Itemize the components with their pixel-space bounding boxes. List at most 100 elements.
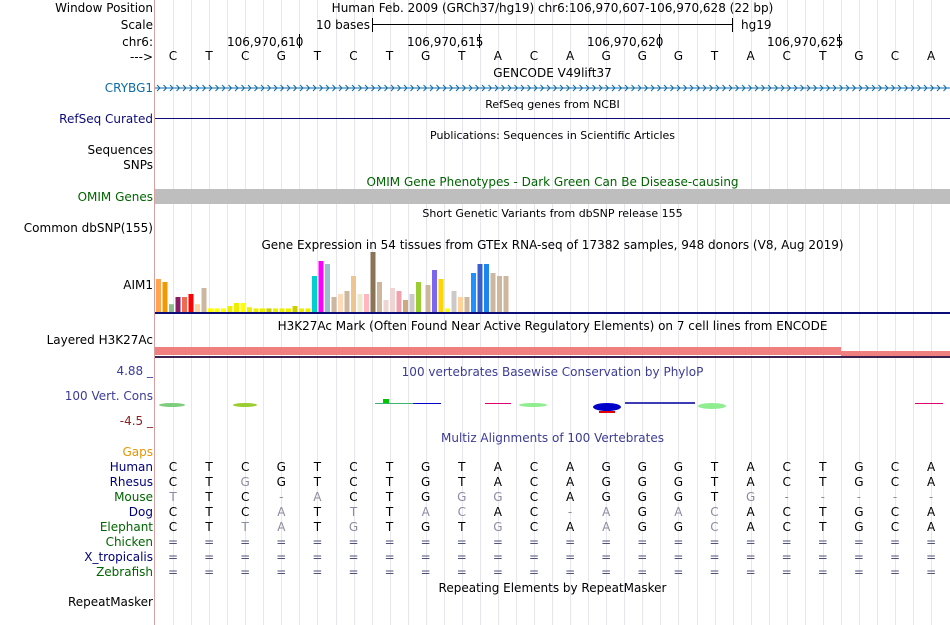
gtex-expression-chart[interactable] (155, 252, 950, 316)
species-label-chicken[interactable]: Chicken (105, 535, 153, 549)
strand-arrow (858, 84, 863, 92)
gtex-bar[interactable] (364, 294, 369, 312)
gtex-bar[interactable] (266, 308, 272, 312)
gene-label-crybg1[interactable]: CRYBG1 (104, 81, 153, 95)
gtex-bar[interactable] (156, 279, 161, 312)
gtex-bar[interactable] (325, 264, 330, 312)
gtex-bar[interactable] (162, 282, 168, 312)
gtex-bar[interactable] (497, 276, 502, 312)
gtex-bar[interactable] (273, 308, 278, 312)
gtex-bar[interactable] (331, 297, 337, 312)
strand-arrow (351, 84, 356, 92)
publications-sequences-label[interactable]: Sequences (87, 143, 153, 157)
strand-arrow (800, 84, 805, 92)
gtex-bar[interactable] (318, 261, 324, 312)
gtex-bar[interactable] (432, 270, 437, 312)
gtex-bar[interactable] (195, 304, 200, 312)
omim-label[interactable]: OMIM Genes (77, 190, 153, 204)
gtex-bar[interactable] (247, 307, 252, 312)
gtex-bar[interactable] (299, 308, 304, 312)
gtex-bar[interactable] (234, 303, 239, 312)
cons-phylop-track[interactable] (155, 396, 950, 416)
repeatmasker-label[interactable]: RepeatMasker (67, 595, 153, 609)
species-label-elephant[interactable]: Elephant (99, 520, 153, 534)
species-label-mouse[interactable]: Mouse (114, 490, 153, 504)
gtex-bar[interactable] (214, 308, 220, 312)
gtex-bar[interactable] (201, 288, 207, 312)
repeatmasker-title[interactable]: Repeating Elements by RepeatMasker (438, 581, 667, 595)
gtex-bar[interactable] (188, 294, 194, 312)
gtex-bar[interactable] (253, 308, 259, 312)
strand-arrow (813, 84, 818, 92)
gtex-bar[interactable] (425, 285, 431, 312)
strand-arrow (774, 84, 779, 92)
gtex-bar[interactable] (221, 308, 226, 312)
gtex-bar[interactable] (260, 308, 265, 312)
gtex-bar[interactable] (175, 297, 181, 312)
species-label-zebrafish[interactable]: Zebrafish (96, 565, 153, 579)
h3k27ac-label[interactable]: Layered H3K27Ac (46, 333, 153, 347)
dbsnp-label[interactable]: Common dbSNP(155) (23, 221, 153, 235)
gtex-bar[interactable] (403, 300, 408, 312)
h3k27ac-signal[interactable] (155, 347, 950, 358)
refseq-gene-line[interactable] (155, 118, 950, 119)
gtex-bar[interactable] (451, 291, 457, 312)
gtex-bar[interactable] (351, 276, 356, 312)
gtex-bar[interactable] (169, 304, 174, 312)
alignment-base: C (529, 475, 539, 489)
gtex-bar[interactable] (312, 276, 317, 312)
gtex-bar[interactable] (464, 297, 470, 312)
species-label-dog[interactable]: Dog (128, 505, 153, 519)
omim-title[interactable]: OMIM Gene Phenotypes - Dark Green Can Be… (366, 175, 739, 189)
gencode-gene-track[interactable] (155, 82, 950, 94)
gtex-bar[interactable] (377, 282, 382, 312)
publications-snps-label[interactable]: SNPs (123, 158, 153, 172)
gtex-bar[interactable] (227, 306, 233, 312)
alignment-base: = (709, 535, 720, 549)
gtex-bar[interactable] (344, 291, 350, 312)
h3k27ac-title[interactable]: H3K27Ac Mark (Often Found Near Active Re… (277, 319, 828, 333)
publications-title[interactable]: Publications: Sequences in Scientific Ar… (430, 129, 675, 142)
alignment-base: A (674, 505, 683, 519)
gtex-bar[interactable] (458, 297, 463, 312)
gtex-bar[interactable] (416, 282, 421, 312)
gtex-bar[interactable] (409, 294, 415, 312)
gtex-bar[interactable] (396, 291, 402, 312)
gtex-bar[interactable] (292, 306, 298, 312)
gtex-bar[interactable] (182, 297, 187, 312)
gtex-bar[interactable] (490, 273, 496, 312)
gtex-bar[interactable] (357, 294, 363, 312)
gtex-bar[interactable] (383, 300, 389, 312)
gtex-bar[interactable] (208, 308, 213, 312)
cons-title[interactable]: 100 vertebrates Basewise Conservation by… (401, 365, 704, 379)
gtex-bar[interactable] (390, 288, 395, 312)
gtex-title[interactable]: Gene Expression in 54 tissues from GTEx … (261, 238, 844, 252)
multiz-title[interactable]: Multiz Alignments of 100 Vertebrates (440, 431, 665, 445)
gtex-bar[interactable] (286, 308, 291, 312)
strand-arrow (585, 84, 590, 92)
dbsnp-title[interactable]: Short Genetic Variants from dbSNP releas… (422, 207, 683, 220)
species-label-rhesus[interactable]: Rhesus (109, 475, 153, 489)
gtex-bar[interactable] (370, 252, 376, 312)
refseq-label[interactable]: RefSeq Curated (59, 112, 153, 126)
cons-label[interactable]: 100 Vert. Cons (64, 389, 153, 403)
gencode-title[interactable]: GENCODE V49lift37 (493, 66, 612, 80)
refseq-title[interactable]: RefSeq genes from NCBI (485, 98, 620, 111)
gtex-bar[interactable] (484, 264, 489, 312)
omim-gene-bar[interactable] (155, 189, 950, 204)
gtex-gene-label[interactable]: AIM1 (123, 278, 153, 292)
gtex-bar[interactable] (438, 279, 444, 312)
strand-arrow (728, 84, 733, 92)
gtex-bar[interactable] (338, 294, 343, 312)
gtex-bar[interactable] (471, 273, 476, 312)
gtex-bar[interactable] (503, 276, 509, 312)
gtex-bar[interactable] (477, 264, 483, 312)
gtex-bar[interactable] (279, 308, 285, 312)
alignment-base: T (819, 460, 827, 474)
gtex-bar[interactable] (240, 303, 246, 312)
alignment-base: C (782, 475, 791, 489)
gtex-bar[interactable] (305, 308, 311, 312)
species-label-human[interactable]: Human (109, 460, 153, 474)
species-label-x_tropicalis[interactable]: X_tropicalis (84, 550, 153, 564)
gtex-bar[interactable] (445, 308, 450, 312)
